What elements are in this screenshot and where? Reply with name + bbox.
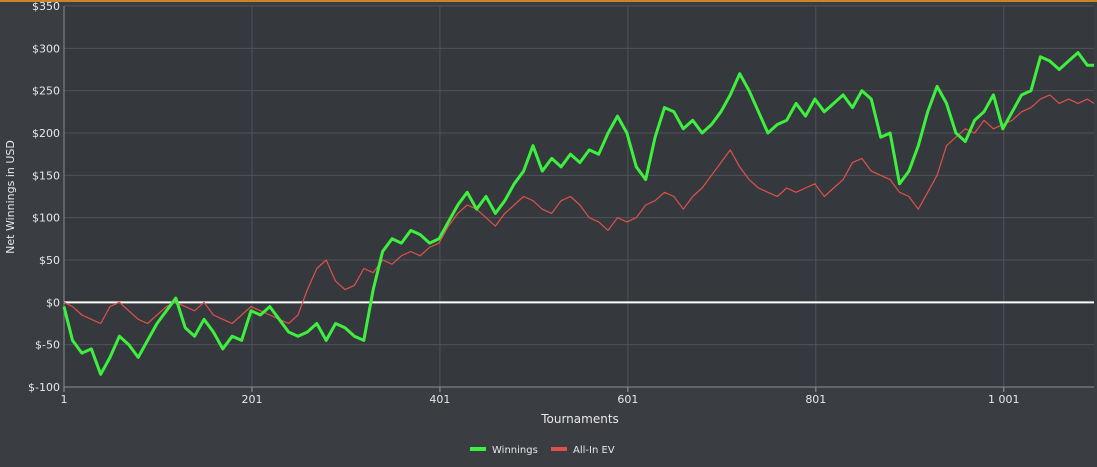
y-tick-label: $350: [32, 2, 60, 13]
legend-label-winnings: Winnings: [492, 445, 538, 456]
series-line-winnings: [62, 51, 1094, 376]
y-tick-label: $200: [32, 127, 60, 140]
legend-swatch-winnings: [470, 447, 486, 451]
y-tick-label: $150: [32, 169, 60, 182]
y-axis-title: Net Winnings in USD: [4, 140, 17, 254]
x-tick-label: 1: [61, 393, 68, 406]
y-axis-tick-labels: $-100 $-50 $0 $50 $100 $150 $200 $250 $300 $350: [28, 0, 60, 394]
y-tick-label: $250: [32, 85, 60, 98]
y-tick-label: $300: [32, 42, 60, 55]
x-axis-tick-labels: 1 201 401 601 801 1 001: [61, 393, 1020, 406]
x-tick-label: 201: [241, 393, 262, 406]
series-lines: [62, 51, 1095, 376]
plot-area: [64, 6, 1094, 387]
y-tick-label: $-50: [35, 339, 60, 352]
x-tick-label: 1 001: [988, 393, 1020, 406]
x-tick-label: 401: [429, 393, 450, 406]
legend-label-all-in-ev: All-In EV: [573, 445, 615, 456]
y-tick-label: $-100: [28, 381, 60, 394]
x-tick-label: 601: [617, 393, 638, 406]
series-line-all-in-ev: [63, 94, 1095, 325]
y-tick-label: $0: [46, 296, 60, 309]
x-axis-title: Tournaments: [540, 412, 619, 426]
y-tick-label: $100: [32, 212, 60, 225]
legend: Winnings All-In EV: [470, 445, 615, 456]
x-tick-label: 801: [805, 393, 826, 406]
y-tick-label: $50: [39, 254, 60, 267]
legend-swatch-all-in-ev: [551, 447, 567, 451]
